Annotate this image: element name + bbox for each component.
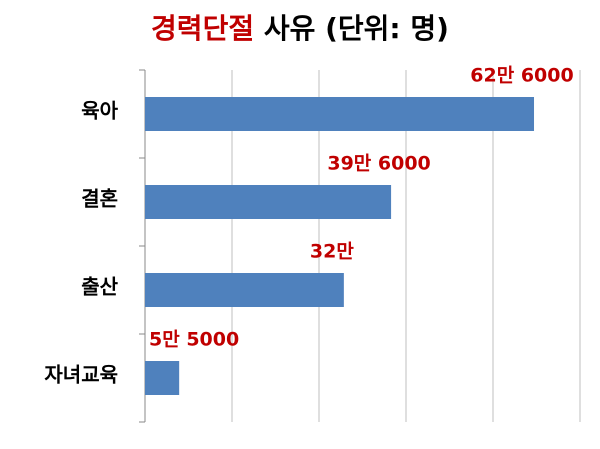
bar bbox=[145, 273, 344, 307]
value-label: 5만 5000 bbox=[149, 329, 239, 351]
y-tick-label: 육아 bbox=[81, 99, 118, 123]
title-rest: 사유 (단위: 명) bbox=[264, 12, 449, 45]
title-highlight: 경력단절 bbox=[151, 12, 254, 45]
value-label: 62만 6000 bbox=[470, 65, 573, 87]
bar bbox=[145, 185, 392, 219]
y-tick-label: 출산 bbox=[81, 275, 118, 299]
bar bbox=[145, 97, 535, 131]
value-label: 32만 bbox=[310, 241, 354, 263]
bar bbox=[145, 361, 180, 395]
y-tick-label: 자녀교육 bbox=[44, 363, 118, 387]
value-label: 39만 6000 bbox=[327, 153, 430, 175]
y-tick-label: 결혼 bbox=[81, 187, 118, 211]
chart-title: 경력단절 사유 (단위: 명) bbox=[151, 12, 449, 45]
